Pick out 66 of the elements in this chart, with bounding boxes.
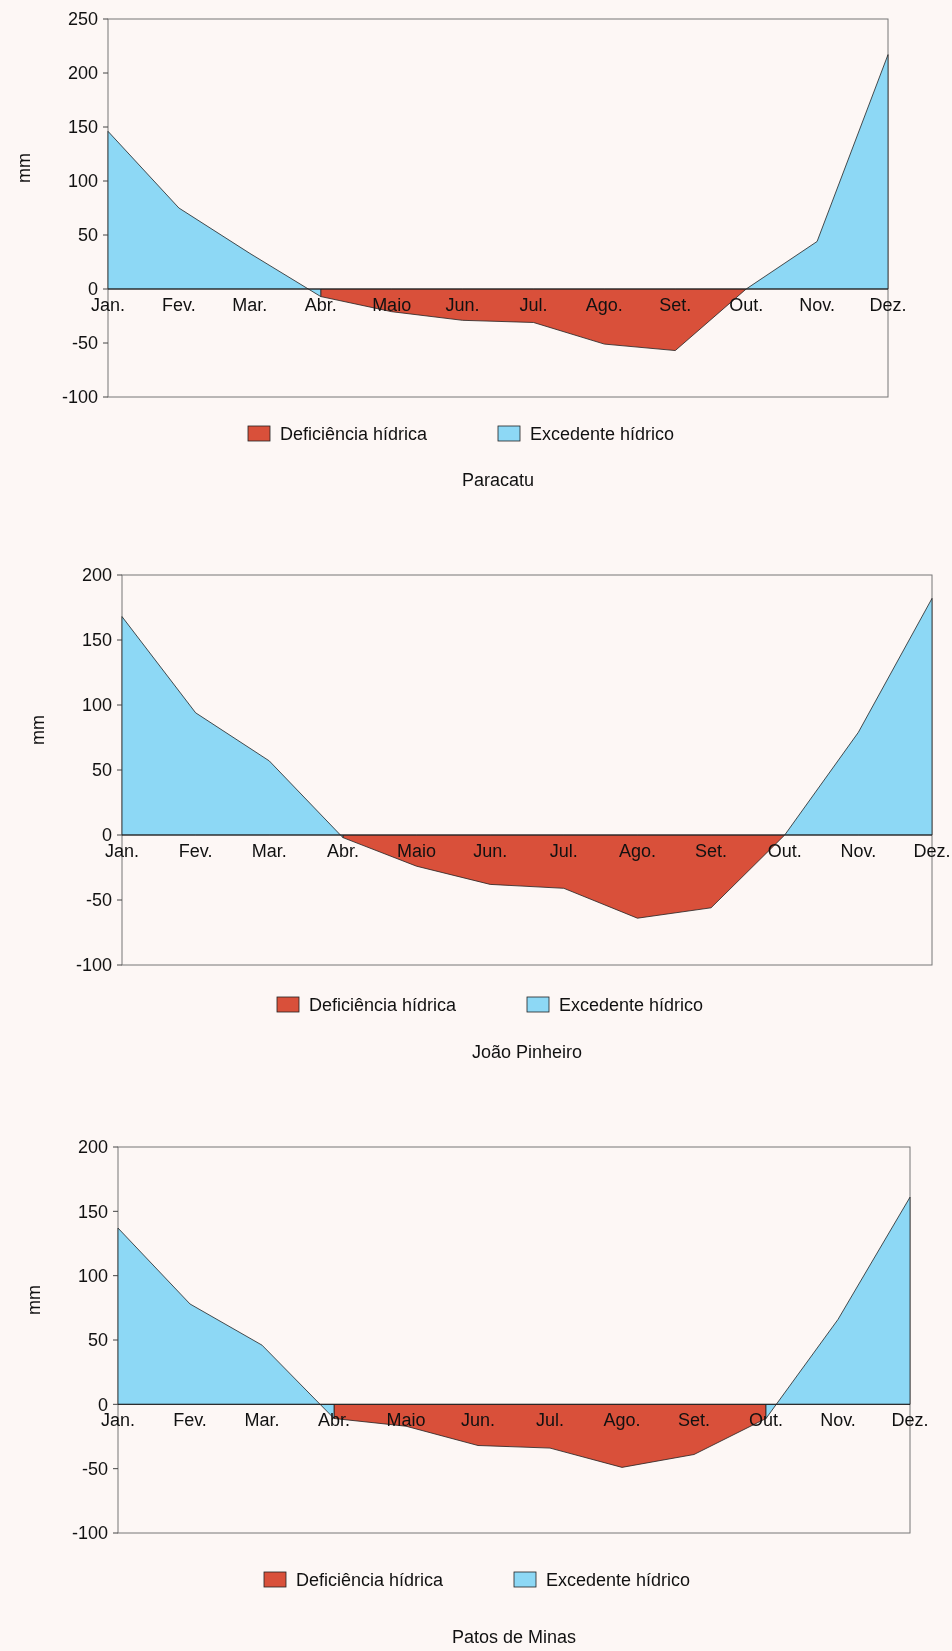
y-tick-label: -100	[75, 955, 112, 976]
legend-label: Excedente hídrico	[530, 424, 675, 445]
x-tick-label: Jun.	[460, 1410, 496, 1431]
x-tick-label: Abr.	[317, 1410, 351, 1431]
text: Patos de Minas	[451, 1627, 577, 1648]
x-tick-label: Mar.	[244, 1410, 280, 1431]
y-axis-title: mm	[28, 715, 48, 745]
y-tick-label: 200	[67, 63, 98, 84]
x-tick-label: Jun.	[445, 295, 480, 315]
y-tick-label: -50	[85, 890, 112, 911]
x-tick-label: Ago.	[603, 1410, 641, 1431]
x-tick-label: Fev.	[178, 841, 213, 861]
text: João Pinheiro	[471, 1042, 583, 1063]
y-tick-label: 150	[81, 630, 112, 651]
x-tick-label: Dez.	[913, 841, 951, 861]
text: Paracatu	[461, 470, 535, 491]
x-tick-label: Ago.	[585, 295, 623, 315]
y-tick-label: 150	[77, 1201, 108, 1222]
x-tick-label: Abr.	[304, 295, 337, 315]
y-tick-label: 100	[67, 171, 98, 192]
x-tick-label: Set.	[659, 295, 692, 315]
legend-label: Deficiência hídrica	[280, 424, 429, 445]
y-tick-label: 50	[91, 760, 112, 781]
y-tick-label: -50	[71, 333, 98, 354]
y-tick-label: 200	[81, 565, 112, 586]
y-tick-label: 50	[87, 1330, 108, 1351]
x-tick-label: Mar.	[251, 841, 287, 861]
y-tick-label: -50	[81, 1458, 108, 1479]
y-tick-label: -100	[61, 387, 98, 408]
x-tick-label: Dez.	[891, 1410, 929, 1431]
x-tick-label: Dez.	[869, 295, 907, 315]
x-tick-label: Maio	[386, 1410, 426, 1431]
x-tick-label: Abr.	[326, 841, 359, 861]
x-tick-label: Jul.	[549, 841, 578, 861]
x-tick-label: Out.	[729, 295, 764, 315]
x-tick-label: Ago.	[618, 841, 656, 861]
x-tick-label: Jan.	[100, 1410, 136, 1431]
y-tick-label: -100	[71, 1523, 108, 1544]
y-tick-label: 250	[67, 9, 98, 30]
y-axis-title: mm	[24, 1285, 44, 1315]
x-tick-label: Set.	[677, 1410, 711, 1431]
legend-label: Deficiência hídrica	[296, 1570, 445, 1591]
x-tick-label: Maio	[372, 295, 412, 315]
x-tick-label: Jul.	[519, 295, 548, 315]
x-tick-label: Jan.	[104, 841, 140, 861]
x-tick-label: Nov.	[840, 841, 877, 861]
x-tick-label: Jul.	[535, 1410, 565, 1431]
x-tick-label: Nov.	[820, 1410, 856, 1431]
x-tick-label: Fev.	[173, 1410, 207, 1431]
legend-label: Excedente hídrico	[546, 1570, 691, 1591]
y-tick-label: 200	[77, 1137, 108, 1158]
x-tick-label: Jun.	[473, 841, 508, 861]
legend-label: Deficiência hídrica	[309, 995, 458, 1016]
y-axis-title: mm	[14, 153, 34, 183]
x-tick-label: Set.	[695, 841, 728, 861]
x-tick-label: Out.	[767, 841, 802, 861]
x-tick-label: Mar.	[232, 295, 268, 315]
x-tick-label: Nov.	[799, 295, 835, 315]
x-tick-label: Jan.	[90, 295, 126, 315]
legend-label: Excedente hídrico	[559, 995, 704, 1016]
y-tick-label: 150	[67, 117, 98, 138]
x-tick-label: Fev.	[162, 295, 196, 315]
y-tick-label: 100	[77, 1265, 108, 1286]
x-tick-label: Maio	[397, 841, 437, 861]
y-tick-label: 100	[81, 695, 112, 716]
y-tick-label: 50	[77, 225, 98, 246]
